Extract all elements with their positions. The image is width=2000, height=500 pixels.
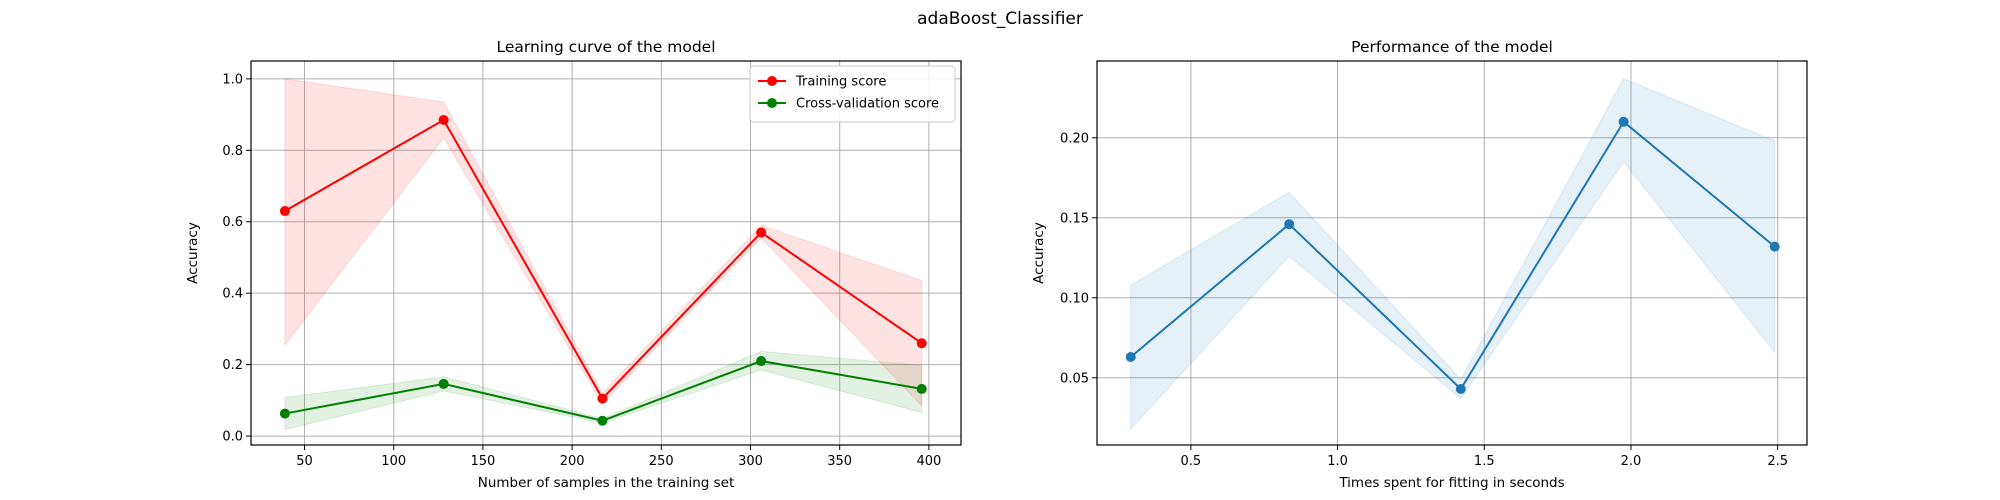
lc-legend-label-0: Training score bbox=[795, 75, 886, 90]
lc-x-tick-label-7: 400 bbox=[916, 454, 941, 469]
perf-x-tick-label-2: 1.5 bbox=[1474, 454, 1495, 469]
lc-x-tick-label-4: 250 bbox=[649, 454, 674, 469]
lc-legend-marker-1 bbox=[767, 98, 777, 108]
lc-series-1-point-2 bbox=[597, 415, 608, 426]
perf-y-tick-label-0: 0.05 bbox=[1060, 371, 1089, 386]
lc-axes-frame bbox=[250, 60, 962, 446]
lc-series-0-point-4 bbox=[916, 338, 927, 349]
lc-y-tick-label-2: 0.4 bbox=[222, 287, 243, 302]
perf-x-tick-label-4: 2.5 bbox=[1767, 454, 1788, 469]
performance-panel: 0.5 1.0 1.5 2.0 2.5 0.05 0.10 0.15 0.20 Performan… bbox=[1031, 38, 1808, 491]
lc-series-1-point-1 bbox=[438, 378, 449, 389]
lc-y-tick-label-5: 1.0 bbox=[222, 72, 243, 87]
lc-y-tick-label-3: 0.6 bbox=[222, 215, 243, 230]
lc-x-tick-label-2: 150 bbox=[470, 454, 495, 469]
lc-series-1-point-3 bbox=[756, 356, 767, 367]
perf-y-tick-label-1: 0.10 bbox=[1060, 291, 1089, 306]
lc-series-0-band bbox=[284, 78, 923, 407]
lc-x-tick-label-3: 200 bbox=[560, 454, 585, 469]
perf-series-0-point-1 bbox=[1284, 219, 1295, 230]
perf-x-tick-label-0: 0.5 bbox=[1181, 454, 1202, 469]
perf-y-tick-label-3: 0.20 bbox=[1060, 131, 1089, 146]
perf-series-0-point-4 bbox=[1769, 241, 1780, 252]
perf-y-tick-label-2: 0.15 bbox=[1060, 211, 1089, 226]
lc-x-tick-label-1: 100 bbox=[381, 454, 406, 469]
lc-series-0-point-2 bbox=[597, 393, 608, 404]
figure-suptitle: adaBoost_Classifier bbox=[917, 9, 1083, 29]
lc-series-0-point-3 bbox=[756, 227, 767, 238]
lc-x-tick-label-6: 350 bbox=[827, 454, 852, 469]
lc-legend: Training score Cross-validation score bbox=[749, 65, 956, 123]
perf-series-0-point-3 bbox=[1618, 116, 1629, 127]
lc-title: Learning curve of the model bbox=[496, 38, 715, 56]
learning-curve-panel: 50 100 150 200 250 300 350 400 0.0 0.2 0.4 0.6 0.8 1.… bbox=[185, 38, 962, 491]
perf-y-axis-label: Accuracy bbox=[1031, 222, 1047, 284]
perf-x-tick-label-1: 1.0 bbox=[1327, 454, 1348, 469]
lc-y-axis-label: Accuracy bbox=[185, 222, 201, 284]
perf-series-0-point-2 bbox=[1455, 384, 1466, 394]
lc-series-0-point-1 bbox=[438, 114, 449, 125]
perf-title: Performance of the model bbox=[1351, 38, 1553, 56]
lc-series-1-point-4 bbox=[916, 383, 927, 394]
lc-y-tick-label-0: 0.0 bbox=[222, 430, 243, 445]
lc-x-axis-label: Number of samples in the training set bbox=[478, 475, 735, 491]
perf-x-tick-label-3: 2.0 bbox=[1621, 454, 1642, 469]
perf-axes-frame bbox=[1096, 60, 1808, 446]
lc-legend-marker-0 bbox=[767, 76, 777, 86]
lc-series-0-point-0 bbox=[279, 206, 290, 217]
lc-legend-box bbox=[749, 65, 956, 123]
lc-series-1-point-0 bbox=[279, 408, 290, 419]
lc-x-tick-label-5: 300 bbox=[738, 454, 763, 469]
perf-series-0-point-0 bbox=[1125, 352, 1136, 362]
lc-legend-label-1: Cross-validation score bbox=[796, 97, 939, 112]
perf-series-0-band bbox=[1130, 77, 1776, 431]
lc-y-tick-label-4: 0.8 bbox=[222, 144, 243, 159]
lc-x-tick-label-0: 50 bbox=[296, 454, 313, 469]
perf-x-axis-label: Times spent for fitting in seconds bbox=[1338, 475, 1564, 491]
lc-y-tick-label-1: 0.2 bbox=[222, 358, 243, 373]
